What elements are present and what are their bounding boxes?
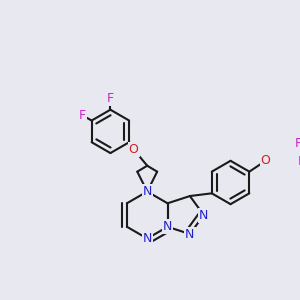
Text: F: F xyxy=(295,137,300,150)
Text: F: F xyxy=(79,109,86,122)
Text: F: F xyxy=(298,155,300,168)
Text: N: N xyxy=(142,185,152,198)
Text: N: N xyxy=(142,232,152,245)
Text: N: N xyxy=(142,185,152,198)
Text: N: N xyxy=(199,208,208,221)
Text: N: N xyxy=(163,220,172,233)
Text: O: O xyxy=(261,154,271,167)
Text: N: N xyxy=(185,227,195,241)
Text: F: F xyxy=(107,92,114,105)
Text: O: O xyxy=(129,143,139,156)
